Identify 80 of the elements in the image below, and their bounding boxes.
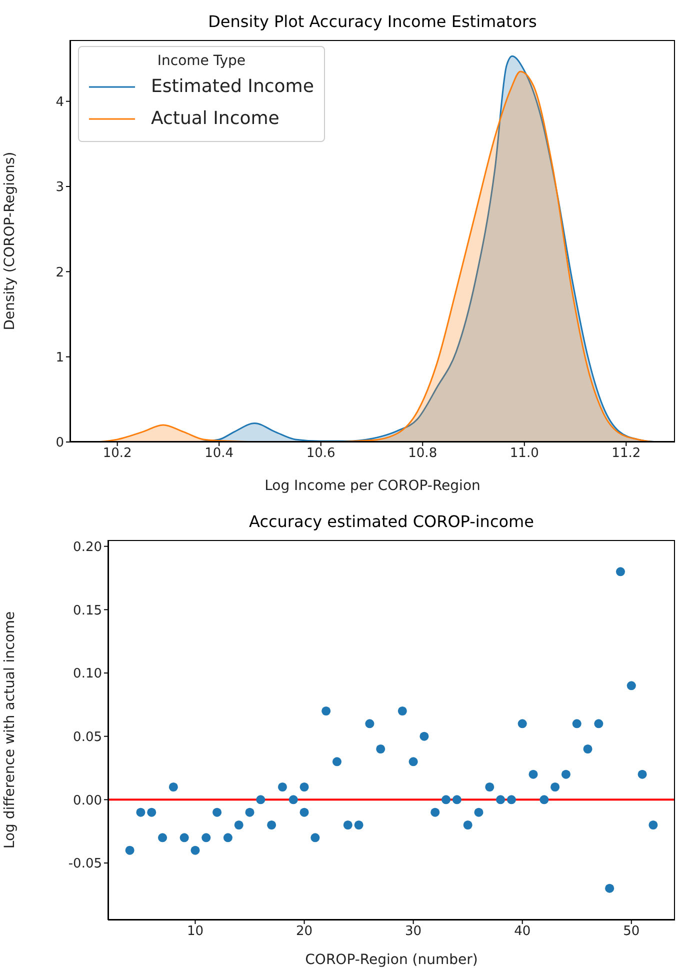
- point: [202, 833, 211, 842]
- point: [463, 820, 472, 830]
- y-tick-label: 0: [56, 436, 64, 451]
- x-tick-label: 20: [296, 924, 313, 940]
- point: [605, 884, 614, 893]
- point: [180, 833, 189, 842]
- chart-title: Accuracy estimated COROP-income: [248, 512, 535, 531]
- y-tick-label: 0.20: [73, 540, 102, 555]
- point: [125, 846, 134, 855]
- x-tick-label: 40: [514, 924, 531, 940]
- y-tick-label: 2: [56, 265, 64, 280]
- point: [540, 795, 549, 804]
- point: [300, 808, 309, 817]
- x-tick-label: 10.6: [306, 446, 336, 462]
- y-axis-title: Density (COROP-Regions): [2, 152, 18, 330]
- x-tick-label: 10: [186, 924, 204, 940]
- y-tick-label: 4: [56, 94, 64, 110]
- point: [245, 808, 254, 817]
- point: [223, 833, 232, 842]
- legend-label: Actual Income: [151, 107, 280, 131]
- point: [496, 795, 506, 804]
- y-tick-label: 0.00: [73, 793, 102, 808]
- point: [506, 795, 516, 804]
- point: [256, 795, 266, 804]
- point: [528, 770, 538, 779]
- point: [420, 732, 429, 741]
- x-tick-label: 11.2: [612, 446, 641, 462]
- x-axis-title: COROP-Region (number): [304, 952, 479, 968]
- point: [550, 782, 560, 792]
- y-tick-label: 3: [56, 180, 64, 196]
- point: [626, 681, 636, 690]
- point: [398, 706, 407, 716]
- x-tick-label: 10.4: [204, 446, 234, 462]
- point: [343, 820, 352, 830]
- y-tick-label: 0.05: [73, 730, 102, 745]
- x-tick-label: 30: [405, 924, 422, 940]
- y-axis-title: Log difference with actual income: [2, 611, 18, 849]
- point: [158, 833, 168, 842]
- point: [190, 846, 200, 855]
- point: [332, 757, 342, 766]
- point: [430, 808, 440, 817]
- point: [278, 782, 287, 792]
- point: [594, 719, 604, 728]
- point: [212, 808, 222, 817]
- point: [648, 820, 658, 830]
- y-tick-label: 0.15: [73, 603, 102, 618]
- point: [616, 567, 625, 576]
- point: [572, 719, 582, 728]
- x-axis-title: Log Income per COROP-Region: [264, 478, 482, 494]
- point: [485, 782, 494, 792]
- y-tick-label: 1: [56, 350, 64, 366]
- x-tick-label: 10.2: [102, 446, 132, 462]
- point: [267, 820, 276, 830]
- point: [168, 782, 178, 792]
- x-tick-label: 50: [623, 924, 640, 940]
- point: [322, 706, 331, 716]
- point: [310, 833, 320, 842]
- point: [452, 795, 462, 804]
- legend-title: Income Type: [156, 53, 246, 69]
- point: [638, 770, 647, 779]
- point: [354, 820, 364, 830]
- point: [376, 744, 386, 754]
- x-tick-label: 10.8: [408, 446, 438, 462]
- point: [442, 795, 451, 804]
- point: [408, 757, 418, 766]
- point: [365, 719, 374, 728]
- point: [583, 744, 592, 754]
- legend-label: Estimated Income: [151, 75, 314, 99]
- point: [136, 808, 146, 817]
- point: [474, 808, 484, 817]
- point: [234, 820, 244, 830]
- chart-title: Density Plot Accuracy Income Estimators: [207, 12, 538, 31]
- x-tick-label: 11.0: [510, 446, 539, 462]
- y-tick-label: -0.05: [68, 856, 102, 872]
- y-tick-label: 0.10: [73, 666, 102, 682]
- point: [300, 782, 309, 792]
- point: [147, 808, 156, 817]
- point: [561, 770, 570, 779]
- point: [518, 719, 527, 728]
- point: [288, 795, 298, 804]
